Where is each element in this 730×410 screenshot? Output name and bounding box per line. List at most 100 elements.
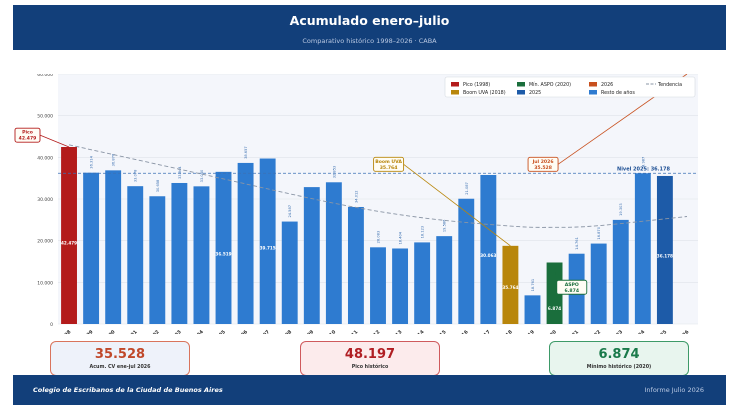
data-label-2007: 39.715 bbox=[260, 246, 276, 251]
x-tick-label: 2008 bbox=[279, 329, 293, 334]
annotation-title: Pico bbox=[22, 130, 33, 136]
bar-2012 bbox=[370, 247, 386, 324]
x-tick-label: 2000 bbox=[103, 329, 117, 334]
bar-2008 bbox=[281, 221, 298, 324]
data-label-2010: 32.853 bbox=[332, 166, 336, 179]
card-label: Mínimo histórico (2020) bbox=[586, 365, 652, 370]
page-subtitle: Comparativo histórico 1998–2026 · CABA bbox=[302, 37, 437, 45]
data-label-2008: 24.587 bbox=[288, 205, 292, 218]
bar-2011 bbox=[347, 206, 364, 324]
data-label-2014: 18.123 bbox=[421, 226, 425, 239]
bar-2005 bbox=[215, 171, 232, 324]
annotation-box-2018 bbox=[373, 156, 405, 172]
bar-2001 bbox=[127, 186, 144, 324]
x-tick-label: 2021 bbox=[566, 329, 580, 334]
data-label-1998: 42.479 bbox=[61, 240, 77, 245]
x-tick-label: 2022 bbox=[588, 329, 602, 334]
x-tick-label: 2019 bbox=[522, 329, 536, 334]
x-tick-label: 2001 bbox=[125, 329, 139, 334]
bar-1999 bbox=[83, 172, 100, 324]
y-tick-label: 40.000 bbox=[37, 155, 53, 161]
x-tick-label: 2006 bbox=[235, 329, 249, 334]
x-tick-label: 1998 bbox=[59, 329, 73, 334]
annotation-arrow-2018 bbox=[403, 164, 511, 247]
bar-2006 bbox=[237, 162, 254, 324]
data-label-2006: 38.657 bbox=[244, 146, 248, 159]
data-label-2002: 30.658 bbox=[156, 179, 160, 192]
annotation-box-2026 bbox=[527, 156, 559, 172]
bar-1998 bbox=[61, 147, 77, 324]
annotation-box-1998 bbox=[14, 127, 41, 143]
y-tick-label: 0 bbox=[50, 322, 53, 328]
annotation-title: ASPO bbox=[565, 282, 579, 288]
bar-2009 bbox=[303, 187, 320, 324]
bar-2024 bbox=[634, 173, 651, 324]
x-tick-label: 2010 bbox=[324, 329, 338, 334]
data-label-2019: 18.761 bbox=[531, 279, 535, 292]
legend-swatch bbox=[517, 82, 525, 87]
card-value: 35.528 bbox=[94, 347, 146, 362]
bar-2000 bbox=[105, 170, 122, 324]
x-tick-label: 2015 bbox=[434, 329, 448, 334]
data-label-2021: 14.761 bbox=[575, 237, 579, 250]
x-tick-label: 2012 bbox=[368, 329, 382, 334]
data-label-2005: 36.519 bbox=[215, 252, 231, 257]
annotation-arrow-1998 bbox=[39, 134, 70, 148]
legend-label: Pico (1998) bbox=[463, 82, 490, 88]
data-label-2012: 28.083 bbox=[377, 231, 381, 244]
legend-swatch bbox=[589, 82, 597, 87]
chart-panel: 0 10.000 20.000 30.000 40.000 50.000 60.000 199… bbox=[13, 70, 726, 343]
annotation-box-2020 bbox=[556, 279, 588, 295]
bar-2013 bbox=[392, 248, 409, 324]
legend-label: 2025 bbox=[529, 90, 541, 96]
report-header: Acumulado enero–julio Comparativo histór… bbox=[13, 5, 726, 50]
legend-label: 2026 bbox=[601, 82, 613, 88]
bar-2023 bbox=[612, 219, 629, 324]
card-acumulado-2026: 35.528 Acum. CV ene-jul 2026 bbox=[50, 341, 190, 376]
trend-line bbox=[68, 144, 688, 228]
card-label: Pico histórico bbox=[351, 365, 389, 370]
x-tick-label: 2023 bbox=[610, 329, 624, 334]
data-label-2001: 33.078 bbox=[134, 169, 138, 182]
data-label-2011: 34.012 bbox=[354, 190, 358, 203]
card-pico-historico: 48.197 Pico histórico bbox=[300, 341, 440, 376]
data-label-2022: 16.870 bbox=[597, 226, 601, 239]
x-tick-label: 2024 bbox=[633, 329, 647, 334]
annotation-value: 42.479 bbox=[19, 136, 37, 142]
data-label-2018: 35.764 bbox=[502, 285, 518, 290]
x-tick-label: 1999 bbox=[81, 329, 95, 334]
bar-2004 bbox=[193, 186, 210, 324]
bar-2020 bbox=[546, 262, 563, 324]
data-label-2003: 33.844 bbox=[178, 166, 182, 179]
bar-2016 bbox=[458, 198, 475, 324]
data-label-2020: 6.874 bbox=[548, 306, 561, 311]
report-footer: Colegio de Escribanos de la Ciudad de Bu… bbox=[13, 375, 726, 405]
legend bbox=[444, 76, 696, 98]
data-label-2023: 19.303 bbox=[619, 203, 623, 216]
x-tick-label: 2007 bbox=[257, 329, 271, 334]
x-tick-label: 2014 bbox=[412, 329, 426, 334]
reference-line-label: Nivel 2025: 36.178 bbox=[617, 166, 670, 172]
data-label-1999: 36.314 bbox=[90, 155, 94, 168]
card-minimo-historico: 6.874 Mínimo histórico (2020) bbox=[549, 341, 689, 376]
y-tick-label: 10.000 bbox=[37, 280, 53, 286]
y-tick-label: 50.000 bbox=[37, 114, 53, 120]
bar-2025 bbox=[656, 175, 673, 324]
page-title: Acumulado enero–julio bbox=[289, 13, 450, 28]
legend-label: Tendencia bbox=[657, 82, 682, 88]
x-tick-label: 2003 bbox=[169, 329, 183, 334]
x-tick-label: 2025 bbox=[655, 329, 669, 334]
x-tick-label: 2013 bbox=[390, 329, 404, 334]
bar-2014 bbox=[414, 242, 431, 324]
legend-swatch bbox=[589, 90, 597, 95]
x-tick-label: 2004 bbox=[191, 329, 205, 334]
footer-report-date: Informe Julio 2026 bbox=[644, 386, 705, 394]
bar-2003 bbox=[171, 182, 188, 324]
data-label-2025: 36.178 bbox=[657, 253, 673, 258]
y-tick-label: 30.000 bbox=[37, 197, 53, 203]
x-tick-label: 2009 bbox=[302, 329, 316, 334]
x-tick-label: 2020 bbox=[544, 329, 558, 334]
x-tick-label: 2026 bbox=[677, 329, 691, 334]
legend-swatch bbox=[451, 82, 459, 87]
y-tick-label: 60.000 bbox=[37, 74, 53, 78]
